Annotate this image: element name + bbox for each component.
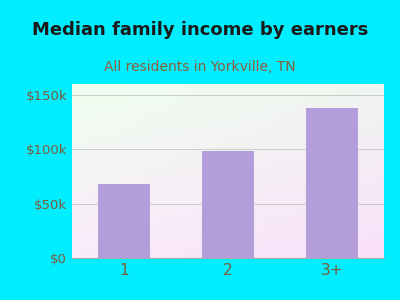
Text: Median family income by earners: Median family income by earners bbox=[32, 21, 368, 39]
Bar bbox=[98, 184, 150, 258]
Text: All residents in Yorkville, TN: All residents in Yorkville, TN bbox=[104, 60, 296, 74]
Bar bbox=[202, 152, 254, 258]
Bar bbox=[306, 108, 358, 258]
